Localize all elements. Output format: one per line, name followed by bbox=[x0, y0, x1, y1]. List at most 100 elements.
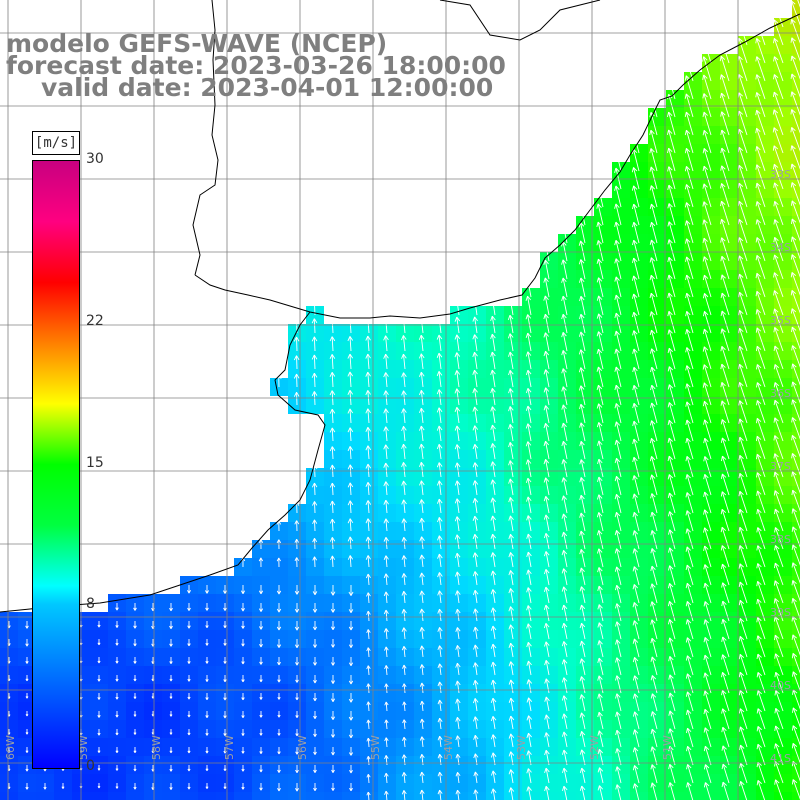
wind-arrow bbox=[276, 557, 281, 568]
lat-label: 41S bbox=[770, 752, 791, 765]
wind-arrow bbox=[790, 272, 800, 296]
wind-arrow bbox=[790, 73, 800, 98]
wind-arrow bbox=[543, 295, 550, 316]
wind-arrow bbox=[685, 310, 694, 334]
wind-arrow bbox=[490, 406, 496, 424]
wind-arrow bbox=[365, 518, 372, 532]
wind-arrow bbox=[205, 639, 209, 646]
wind-arrow bbox=[774, 562, 784, 586]
wind-arrow bbox=[702, 328, 712, 352]
wind-arrow bbox=[650, 511, 658, 532]
wind-arrow bbox=[703, 456, 712, 478]
wind-arrow bbox=[454, 444, 461, 460]
wind-arrow bbox=[401, 645, 407, 658]
wind-arrow bbox=[632, 493, 640, 514]
wind-arrow bbox=[772, 127, 784, 154]
wind-arrow bbox=[721, 636, 730, 658]
wind-arrow bbox=[720, 545, 730, 568]
wind-arrow bbox=[578, 367, 586, 388]
wind-arrow bbox=[25, 639, 29, 647]
wind-arrow bbox=[720, 363, 730, 388]
wind-arrow bbox=[790, 127, 800, 152]
wind-arrow bbox=[561, 495, 568, 514]
wind-arrow bbox=[561, 295, 568, 316]
wind-arrow bbox=[614, 276, 622, 298]
wind-arrow bbox=[383, 555, 389, 568]
wind-arrow bbox=[649, 185, 658, 208]
wind-cell bbox=[792, 324, 800, 342]
wind-arrow bbox=[473, 626, 479, 640]
wind-arrow bbox=[418, 443, 425, 460]
wind-arrow bbox=[772, 109, 784, 136]
wind-cell bbox=[756, 792, 774, 800]
wind-arrow bbox=[632, 638, 640, 658]
wind-arrow bbox=[774, 527, 784, 550]
wind-arrow bbox=[508, 388, 514, 406]
wind-arrow bbox=[720, 92, 730, 118]
wind-arrow bbox=[684, 220, 694, 244]
wind-arrow bbox=[667, 292, 676, 316]
wind-arrow bbox=[684, 202, 694, 226]
wind-arrow bbox=[258, 585, 264, 595]
wind-arrow bbox=[329, 318, 336, 334]
wind-arrow bbox=[578, 349, 586, 370]
wind-arrow bbox=[738, 636, 748, 658]
wind-arrow bbox=[365, 371, 371, 388]
wind-cell bbox=[792, 756, 800, 774]
wind-arrow bbox=[596, 530, 604, 550]
wind-arrow bbox=[508, 552, 514, 568]
wind-arrow bbox=[473, 662, 479, 676]
wind-arrow bbox=[667, 619, 676, 640]
wind-arrow bbox=[685, 546, 694, 568]
wind-arrow bbox=[526, 496, 532, 514]
wind-arrow bbox=[685, 256, 694, 280]
wind-arrow bbox=[649, 203, 658, 226]
wind-arrow bbox=[329, 408, 336, 424]
wind-arrow bbox=[205, 657, 209, 664]
wind-arrow bbox=[437, 535, 443, 550]
wind-arrow bbox=[223, 675, 227, 683]
wind-arrow bbox=[455, 662, 461, 676]
wind-arrow bbox=[684, 93, 694, 118]
wind-arrow bbox=[437, 590, 443, 604]
wind-arrow bbox=[684, 129, 694, 154]
wind-arrow bbox=[596, 331, 604, 352]
wind-arrow bbox=[702, 346, 712, 370]
wind-arrow bbox=[578, 385, 586, 406]
wind-arrow bbox=[667, 419, 676, 442]
wind-arrow bbox=[790, 163, 800, 188]
wind-arrow bbox=[454, 425, 461, 442]
wind-arrow bbox=[703, 582, 712, 604]
colorbar-tick-label: 30 bbox=[86, 151, 104, 167]
wind-arrow bbox=[169, 693, 173, 699]
wind-arrow bbox=[702, 293, 712, 316]
wind-arrow bbox=[401, 664, 407, 676]
wind-arrow bbox=[561, 641, 568, 658]
wind-arrow bbox=[276, 603, 282, 613]
wind-arrow bbox=[738, 345, 748, 370]
lat-label: 39S bbox=[770, 606, 791, 619]
wind-arrow bbox=[525, 405, 532, 424]
wind-arrow bbox=[329, 537, 336, 550]
wind-arrow bbox=[472, 462, 479, 478]
wind-arrow bbox=[561, 550, 568, 568]
wind-cell bbox=[342, 792, 360, 800]
wind-cell bbox=[792, 90, 800, 108]
wind-cell bbox=[612, 792, 630, 800]
wind-arrow bbox=[97, 657, 101, 664]
wind-arrow bbox=[790, 91, 800, 116]
wind-arrow bbox=[561, 422, 568, 442]
wind-arrow bbox=[632, 239, 640, 262]
wind-arrow bbox=[383, 335, 389, 352]
wind-arrow bbox=[685, 419, 694, 442]
wind-arrow bbox=[720, 183, 730, 208]
wind-arrow bbox=[401, 537, 407, 550]
wind-arrow bbox=[187, 639, 191, 647]
wind-arrow bbox=[276, 520, 282, 532]
wind-cell bbox=[792, 252, 800, 270]
wind-cell bbox=[450, 792, 468, 800]
wind-arrow bbox=[773, 182, 784, 208]
wind-arrow bbox=[756, 635, 766, 658]
wind-arrow bbox=[773, 345, 784, 370]
wind-arrow bbox=[561, 659, 568, 676]
